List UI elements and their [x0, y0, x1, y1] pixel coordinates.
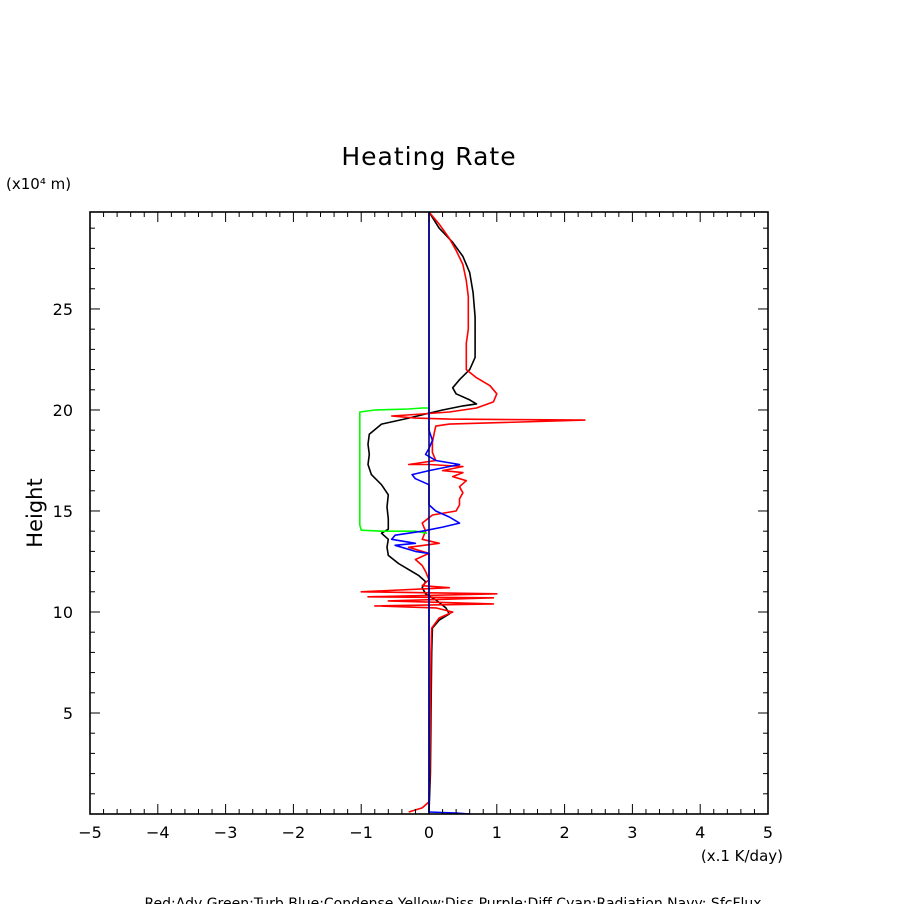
x-tick-label: 5 — [763, 823, 773, 842]
series-line-adv — [360, 211, 586, 813]
y-tick-label: 25 — [53, 300, 73, 319]
x-tick-label: 4 — [695, 823, 705, 842]
series-layer — [359, 211, 586, 815]
x-tick-label: −4 — [146, 823, 170, 842]
footer-legend: Red:Adv Green:Turb Blue:Condense Yellow:… — [144, 896, 761, 904]
y-tick-label: 10 — [53, 603, 73, 622]
x-tick-label: 3 — [627, 823, 637, 842]
series-line-total — [367, 211, 478, 813]
y-tick-label: 5 — [63, 704, 73, 723]
x-tick-label: 1 — [492, 823, 502, 842]
y-tick-label: 20 — [53, 401, 73, 420]
series-line-condense — [390, 212, 461, 814]
x-tick-label: −2 — [282, 823, 306, 842]
x-tick-label: −5 — [78, 823, 102, 842]
x-axis-label: (x.1 K/day) — [701, 847, 783, 865]
axes-layer: −5 −4 −3 −2 −1 0 1 2 3 4 5 5 10 15 20 25 — [53, 211, 773, 842]
x-tick-label: 2 — [560, 823, 570, 842]
y-unit-label: (x10⁴ m) — [6, 175, 71, 193]
y-tick-label: 15 — [53, 502, 73, 521]
x-tick-label: 0 — [424, 823, 434, 842]
x-tick-label: −1 — [349, 823, 373, 842]
series-line-turb — [359, 407, 429, 534]
chart-title: Heating Rate — [341, 142, 516, 171]
x-tick-label: −3 — [214, 823, 238, 842]
y-axis-label: Height — [23, 478, 47, 547]
